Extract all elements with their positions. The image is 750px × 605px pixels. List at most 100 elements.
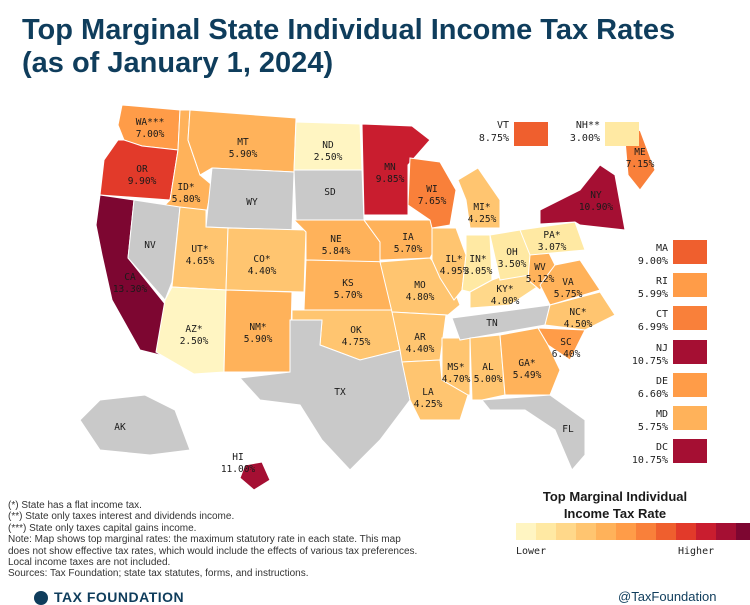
state-rate-ga: 5.49%	[513, 370, 542, 381]
state-rate-la: 4.25%	[414, 399, 443, 410]
state-code-ut: UT*	[191, 244, 208, 255]
footnote-1: (**) State only taxes interest and divid…	[8, 511, 235, 523]
scale-swatch-7	[656, 523, 676, 540]
inset-code-vt: VT	[496, 120, 509, 131]
state-code-sc: SC	[560, 337, 571, 348]
scale-swatch-1	[536, 523, 556, 540]
scale-swatch-5	[616, 523, 636, 540]
page-title: Top Marginal State Individual Income Tax…	[22, 14, 732, 80]
state-code-mi: MI*	[473, 202, 490, 213]
legend-title-line-1: Top Marginal Individual	[542, 489, 688, 504]
state-code-ga: GA*	[518, 358, 535, 369]
state-rate-co: 4.40%	[248, 266, 277, 277]
inset-rate-ri: 5.99%	[637, 289, 668, 300]
tax-foundation-logo-icon	[34, 591, 48, 605]
state-code-az: AZ*	[185, 324, 202, 335]
state-code-al: AL	[482, 362, 494, 373]
footnote-4: does not show effective tax rates, which…	[8, 545, 418, 557]
state-mn	[361, 123, 431, 216]
title-line-1: Top Marginal State Individual Income Tax…	[22, 14, 676, 46]
state-code-wy: WY	[246, 197, 258, 208]
footnotes: (*) State has a flat income tax. (**) Sta…	[8, 500, 508, 580]
state-il	[431, 227, 467, 301]
inset-rate-nj: 10.75%	[631, 356, 668, 367]
state-rate-az: 2.50%	[180, 336, 209, 347]
state-code-ms: MS*	[447, 362, 464, 373]
state-code-nc: NC*	[569, 307, 586, 318]
inset-swatch-vt	[514, 122, 548, 146]
scale-higher-label: Higher	[678, 546, 715, 557]
state-rate-oh: 3.50%	[498, 259, 527, 270]
scale-swatch-11	[736, 523, 750, 540]
state-code-la: LA	[422, 387, 434, 398]
state-tx	[238, 319, 411, 471]
state-wi	[407, 157, 457, 229]
state-rate-wi: 7.65%	[418, 196, 447, 207]
social-handle: @TaxFoundation	[618, 589, 717, 604]
state-code-tx: TX	[334, 387, 346, 398]
inset-swatch-ri	[673, 273, 707, 297]
inset-code-de: DE	[655, 376, 668, 387]
footnote-6: Sources: Tax Foundation; state tax statu…	[8, 568, 309, 580]
inset-rate-md: 5.75%	[637, 422, 668, 433]
state-rate-nd: 2.50%	[314, 152, 343, 163]
state-rate-ia: 5.70%	[394, 244, 423, 255]
state-code-ak: AK	[114, 422, 126, 433]
state-mi	[457, 167, 501, 229]
inset-swatch-nj	[673, 340, 707, 364]
inset-swatch-nh	[605, 122, 639, 146]
inset-code-ri: RI	[655, 276, 668, 287]
state-code-hi: HI	[232, 452, 243, 463]
state-rate-ut: 4.65%	[186, 256, 215, 267]
state-code-mt: MT	[237, 137, 249, 148]
state-code-ks: KS	[342, 278, 354, 289]
scale-swatch-0	[516, 523, 536, 540]
state-rate-ms: 4.70%	[442, 374, 471, 385]
scale-swatch-10	[716, 523, 736, 540]
scale-swatch-8	[676, 523, 696, 540]
state-nc	[544, 291, 616, 331]
state-rate-ky: 4.00%	[491, 296, 520, 307]
inset-rate-ma: 9.00%	[637, 256, 668, 267]
state-rate-sc: 6.40%	[552, 349, 581, 360]
inset-code-ma: MA	[655, 243, 668, 254]
state-la	[401, 359, 469, 421]
state-code-nd: ND	[322, 140, 334, 151]
state-code-sd: SD	[324, 187, 336, 198]
scale-swatch-9	[696, 523, 716, 540]
title-line-2: (as of January 1, 2024)	[22, 47, 334, 79]
inset-swatch-ma	[673, 240, 707, 264]
state-code-va: VA	[562, 277, 574, 288]
state-rate-ks: 5.70%	[334, 290, 363, 301]
color-scale	[516, 523, 750, 540]
state-ak	[79, 394, 191, 456]
inset-rate-ct: 6.99%	[637, 322, 668, 333]
state-labels: WA***7.00%OR9.90%CA13.30%ID*5.80%NVMT5.9…	[113, 117, 655, 475]
state-va	[539, 259, 601, 306]
scale-swatch-6	[636, 523, 656, 540]
state-code-or: OR	[136, 164, 148, 175]
state-rate-mt: 5.90%	[229, 149, 258, 160]
state-code-nv: NV	[144, 240, 156, 251]
inset-code-ct: CT	[655, 309, 668, 320]
state-rate-nm: 5.90%	[244, 334, 273, 345]
footnote-2: (***) State only taxes capital gains inc…	[8, 522, 197, 534]
state-rate-ny: 10.90%	[579, 202, 614, 213]
state-rate-va: 5.75%	[554, 289, 583, 300]
brand-name: TAX FOUNDATION	[54, 589, 185, 605]
state-hi	[239, 461, 271, 491]
state-ny	[539, 164, 626, 231]
inset-swatch-ct	[673, 306, 707, 330]
state-code-co: CO*	[253, 254, 270, 265]
inset-code-nj: NJ	[655, 343, 668, 354]
state-rate-mi: 4.25%	[468, 214, 497, 225]
state-co	[225, 227, 307, 293]
state-code-fl: FL	[562, 424, 574, 435]
scale-swatch-4	[596, 523, 616, 540]
inset-code-dc: DC	[655, 442, 668, 453]
state-al	[469, 334, 506, 401]
inset-code-nh: NH**	[575, 120, 600, 131]
state-code-ky: KY*	[496, 284, 513, 295]
legend-title-line-2: Income Tax Rate	[563, 506, 667, 521]
state-code-ny: NY	[590, 190, 602, 201]
